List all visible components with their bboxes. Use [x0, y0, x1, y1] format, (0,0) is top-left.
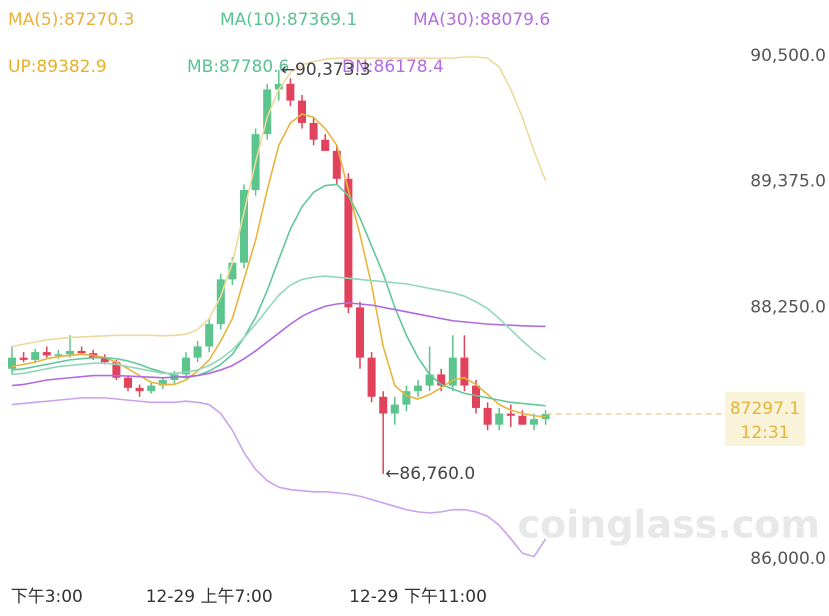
candle-body	[483, 407, 492, 425]
candle-body	[216, 279, 225, 325]
candle-body	[100, 357, 109, 363]
y-tick-label: 88,250.0	[750, 297, 826, 317]
candle-body	[414, 385, 422, 392]
candle-body	[472, 385, 480, 408]
price-annotation: ←86,760.0	[385, 464, 475, 484]
candle-body	[228, 262, 237, 280]
candle-body	[54, 354, 63, 356]
candle-body	[344, 178, 353, 308]
candle-body	[274, 83, 283, 90]
indicator-line	[11, 397, 547, 558]
candle-body	[367, 357, 376, 397]
x-tick-label: 12-29 下午11:00	[349, 587, 487, 607]
candle-body	[390, 404, 399, 414]
candle-body	[379, 396, 388, 414]
candle-body	[332, 150, 341, 179]
candle-body	[205, 324, 214, 347]
candle-body	[124, 377, 132, 388]
candle-body	[460, 357, 469, 386]
y-tick-label: 86,000.0	[750, 549, 826, 569]
x-tick-label: 下午3:00	[11, 587, 83, 607]
candle-body	[495, 413, 504, 425]
candle-body	[437, 374, 446, 386]
candle-body	[518, 415, 527, 425]
candle-body	[240, 190, 248, 263]
indicator-line	[11, 275, 547, 376]
watermark: coinglass.com	[518, 503, 820, 547]
x-tick-label: 12-29 上午7:00	[146, 587, 273, 607]
candle-body	[42, 352, 51, 356]
candle-body	[193, 346, 202, 358]
last-price-tag	[725, 391, 805, 446]
candle-body	[298, 100, 306, 123]
candle-body	[309, 122, 318, 140]
indicator-line	[11, 56, 547, 348]
y-tick-label: 89,375.0	[750, 172, 826, 192]
legend-entry: MA(10):87369.1	[220, 10, 357, 30]
indicator-line	[11, 302, 546, 387]
candle-body	[77, 350, 86, 354]
legend-entry: DN:86178.4	[342, 57, 444, 77]
candle-body	[321, 139, 330, 151]
countdown-label: 12:31	[741, 423, 790, 443]
candle-body	[263, 89, 272, 135]
legend-entry: UP:89382.9	[8, 57, 107, 77]
candle-body	[66, 350, 74, 355]
candle-body	[286, 83, 295, 101]
candle-body	[182, 357, 190, 375]
legend-entry: MA(5):87270.3	[8, 10, 134, 30]
candle-body	[506, 413, 515, 416]
last-price-label: 87297.1	[730, 399, 800, 419]
legend-entry: MA(30):88079.6	[413, 10, 550, 30]
candle-body	[158, 380, 167, 386]
candle-body	[112, 362, 121, 378]
candle-body	[147, 385, 156, 392]
candle-body	[19, 357, 28, 360]
candle-body	[530, 419, 538, 425]
candle-body	[135, 387, 144, 392]
legend-entry: MB:87780.6	[187, 57, 289, 77]
candle-body	[31, 352, 40, 360]
price-annotation: ←90,373.3	[281, 60, 371, 80]
candle-body	[425, 374, 434, 386]
candle-body	[402, 391, 411, 405]
candle-body	[356, 307, 364, 358]
y-tick-label: 90,500.0	[750, 46, 826, 66]
indicator-line	[11, 183, 546, 407]
candle-body	[448, 357, 457, 386]
candle-body	[8, 357, 16, 369]
